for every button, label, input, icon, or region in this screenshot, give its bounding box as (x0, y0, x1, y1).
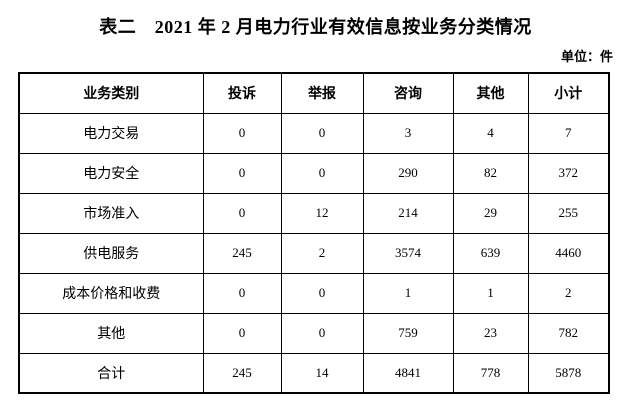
cell-category: 市场准入 (18, 192, 204, 234)
cell-value: 778 (452, 352, 529, 394)
table-row: 电力交易 0 0 3 4 7 (18, 112, 610, 154)
cell-value: 255 (527, 192, 610, 234)
cell-value: 0 (280, 312, 364, 354)
cell-value: 82 (452, 152, 529, 194)
table-row-total: 合计 245 14 4841 778 5878 (18, 352, 610, 394)
column-header-category: 业务类别 (18, 72, 204, 114)
cell-value: 0 (202, 272, 282, 314)
cell-value: 0 (202, 312, 282, 354)
cell-value: 0 (280, 152, 364, 194)
cell-value: 1 (452, 272, 529, 314)
cell-value: 1 (362, 272, 454, 314)
cell-value: 29 (452, 192, 529, 234)
table-row: 其他 0 0 759 23 782 (18, 312, 610, 354)
cell-value: 0 (202, 192, 282, 234)
cell-value: 0 (280, 112, 364, 154)
cell-value: 759 (362, 312, 454, 354)
cell-category: 电力安全 (18, 152, 204, 194)
cell-value: 7 (527, 112, 610, 154)
cell-value: 0 (280, 272, 364, 314)
unit-label: 单位：件 (560, 49, 613, 64)
header-row: 业务类别 投诉 举报 咨询 其他 小计 (18, 72, 610, 114)
cell-value: 2 (280, 232, 364, 274)
cell-value: 639 (452, 232, 529, 274)
cell-category: 合计 (18, 352, 204, 394)
cell-category: 其他 (18, 312, 204, 354)
column-header-complaints: 投诉 (202, 72, 282, 114)
cell-value: 23 (452, 312, 529, 354)
table-row: 供电服务 245 2 3574 639 4460 (18, 232, 610, 274)
cell-value: 3574 (362, 232, 454, 274)
cell-value: 5878 (527, 352, 610, 394)
table-row: 市场准入 0 12 214 29 255 (18, 192, 610, 234)
cell-value: 4841 (362, 352, 454, 394)
cell-value: 0 (202, 112, 282, 154)
cell-category: 供电服务 (18, 232, 204, 274)
cell-value: 245 (202, 232, 282, 274)
page-title: 表二 2021 年 2 月电力行业有效信息按业务分类情况 (99, 17, 532, 37)
cell-value: 4 (452, 112, 529, 154)
cell-value: 0 (202, 152, 282, 194)
column-header-others: 其他 (452, 72, 529, 114)
column-header-consultations: 咨询 (362, 72, 454, 114)
cell-category: 成本价格和收费 (18, 272, 204, 314)
table-row: 电力安全 0 0 290 82 372 (18, 152, 610, 194)
cell-value: 290 (362, 152, 454, 194)
cell-value: 12 (280, 192, 364, 234)
cell-value: 4460 (527, 232, 610, 274)
cell-value: 245 (202, 352, 282, 394)
table-row: 成本价格和收费 0 0 1 1 2 (18, 272, 610, 314)
column-header-subtotal: 小计 (527, 72, 610, 114)
column-header-reports: 举报 (280, 72, 364, 114)
data-table: 业务类别 投诉 举报 咨询 其他 小计 电力交易 0 0 3 4 7 电力安全 … (18, 72, 610, 394)
cell-value: 3 (362, 112, 454, 154)
cell-value: 782 (527, 312, 610, 354)
cell-value: 2 (527, 272, 610, 314)
cell-category: 电力交易 (18, 112, 204, 154)
cell-value: 214 (362, 192, 454, 234)
cell-value: 372 (527, 152, 610, 194)
cell-value: 14 (280, 352, 364, 394)
